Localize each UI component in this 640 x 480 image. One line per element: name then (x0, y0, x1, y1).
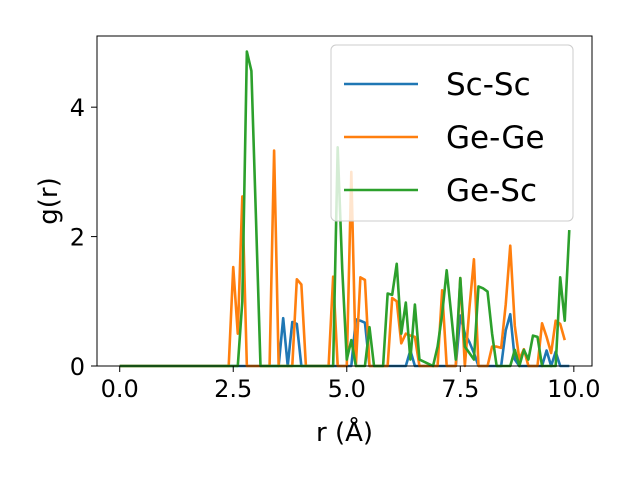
y-tick-label: 0 (70, 353, 85, 381)
legend: Sc-Sc Ge-Ge Ge-Sc (330, 44, 574, 222)
y-axis-ticks: 0 2 4 (70, 94, 97, 381)
legend-entry-ge-ge: Ge-Ge (446, 120, 545, 156)
x-axis-label: r (Å) (316, 416, 373, 448)
x-tick-label: 7.5 (441, 375, 479, 403)
y-tick-label: 4 (70, 94, 85, 122)
legend-entry-sc-sc: Sc-Sc (446, 67, 531, 103)
x-tick-label: 2.5 (214, 375, 252, 403)
y-axis-label: g(r) (34, 177, 64, 224)
y-tick-label: 2 (70, 224, 85, 252)
x-tick-label: 0.0 (101, 375, 139, 403)
plot-frame (96, 35, 593, 367)
x-tick-label: 10.0 (547, 375, 600, 403)
legend-entry-ge-sc: Ge-Sc (446, 173, 537, 209)
legend-box (330, 44, 574, 222)
x-axis-ticks: 0.0 2.5 5.0 7.5 10.0 (101, 366, 601, 403)
x-tick-label: 5.0 (328, 375, 366, 403)
